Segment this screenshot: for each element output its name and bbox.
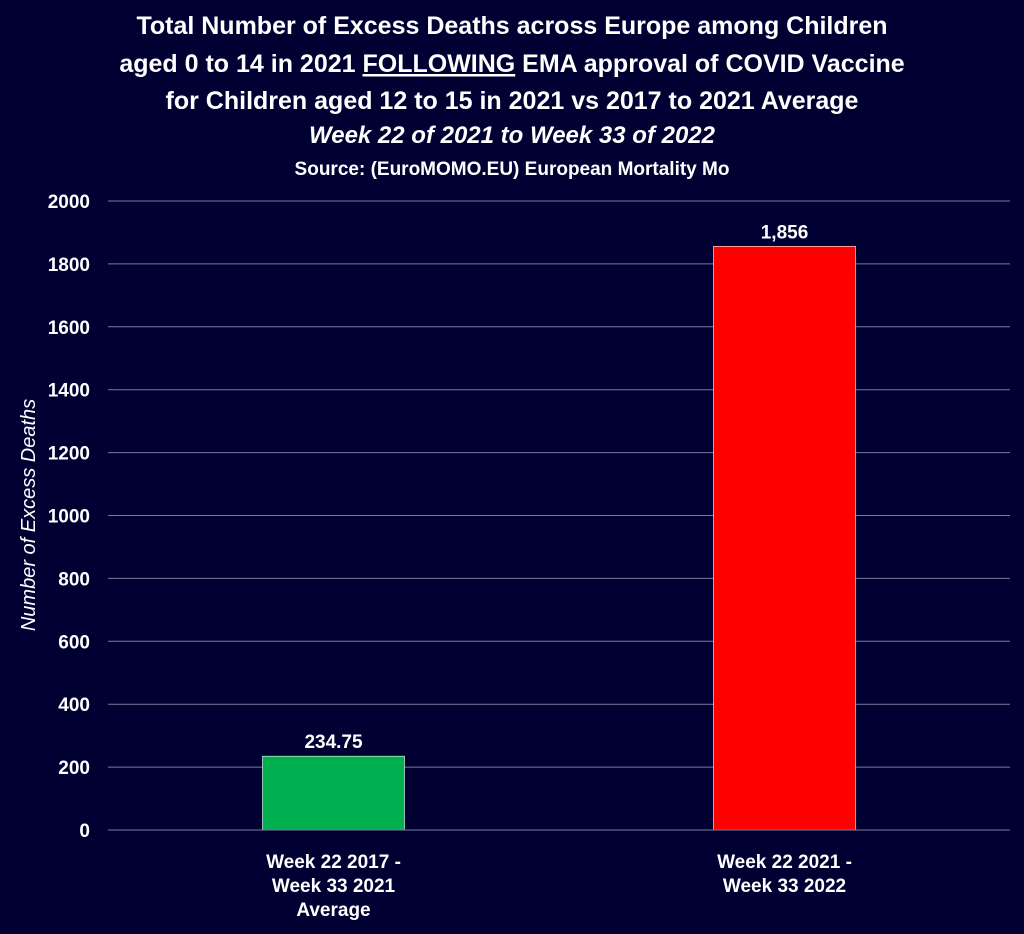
category-label-line: Week 22 2021 - <box>717 852 852 873</box>
title-line-2: aged 0 to 14 in 2021 FOLLOWING EMA appro… <box>119 50 904 78</box>
data-label: 1,856 <box>761 222 809 243</box>
y-tick-label: 1400 <box>48 381 90 402</box>
chart-source: Source: (EuroMOMO.EU) European Mortality… <box>295 159 730 180</box>
category-label-line: Week 22 2017 - <box>266 852 401 873</box>
title-line-3: for Children aged 12 to 15 in 2021 vs 20… <box>166 87 859 115</box>
title-line-1: Total Number of Excess Deaths across Eur… <box>136 12 887 40</box>
category-label-line: Average <box>296 900 370 921</box>
chart-title: Total Number of Excess Deaths across Eur… <box>119 12 904 115</box>
bars <box>262 245 856 831</box>
title-line-2-start: aged 0 to 14 in 2021 <box>119 50 362 78</box>
y-tick-label: 1600 <box>48 318 90 339</box>
y-axis-label: Number of Excess Deaths <box>18 399 40 631</box>
y-tick-label: 1000 <box>48 507 90 528</box>
y-tick-label: 800 <box>58 569 90 590</box>
category-label: Week 22 2021 - Week 33 2022 <box>717 852 852 897</box>
chart-subtitle: Week 22 of 2021 to Week 33 of 2022 <box>309 122 716 149</box>
y-tick-label: 400 <box>58 695 90 716</box>
category-label: Week 22 2017 - Week 33 2021 Average <box>266 852 401 921</box>
y-axis-ticks: 0 200 400 600 800 1000 1200 1400 1600 1800 2000 <box>48 192 90 842</box>
category-label-line: Week 33 2021 <box>272 876 396 897</box>
y-tick-label: 1200 <box>48 444 90 465</box>
gridlines <box>108 200 1010 768</box>
title-emphasis: FOLLOWING <box>362 50 515 78</box>
bar <box>262 755 405 831</box>
bar <box>713 245 856 831</box>
title-line-2-end: EMA approval of COVID Vaccine <box>515 50 905 78</box>
data-labels: 234.75 1,856 <box>304 222 808 753</box>
y-tick-label: 600 <box>58 632 90 653</box>
y-tick-label: 200 <box>58 758 90 779</box>
y-tick-label: 1800 <box>48 255 90 276</box>
data-label: 234.75 <box>304 732 363 753</box>
y-tick-label: 2000 <box>48 192 90 213</box>
y-tick-label: 0 <box>79 821 90 842</box>
category-label-line: Week 33 2022 <box>723 876 846 897</box>
